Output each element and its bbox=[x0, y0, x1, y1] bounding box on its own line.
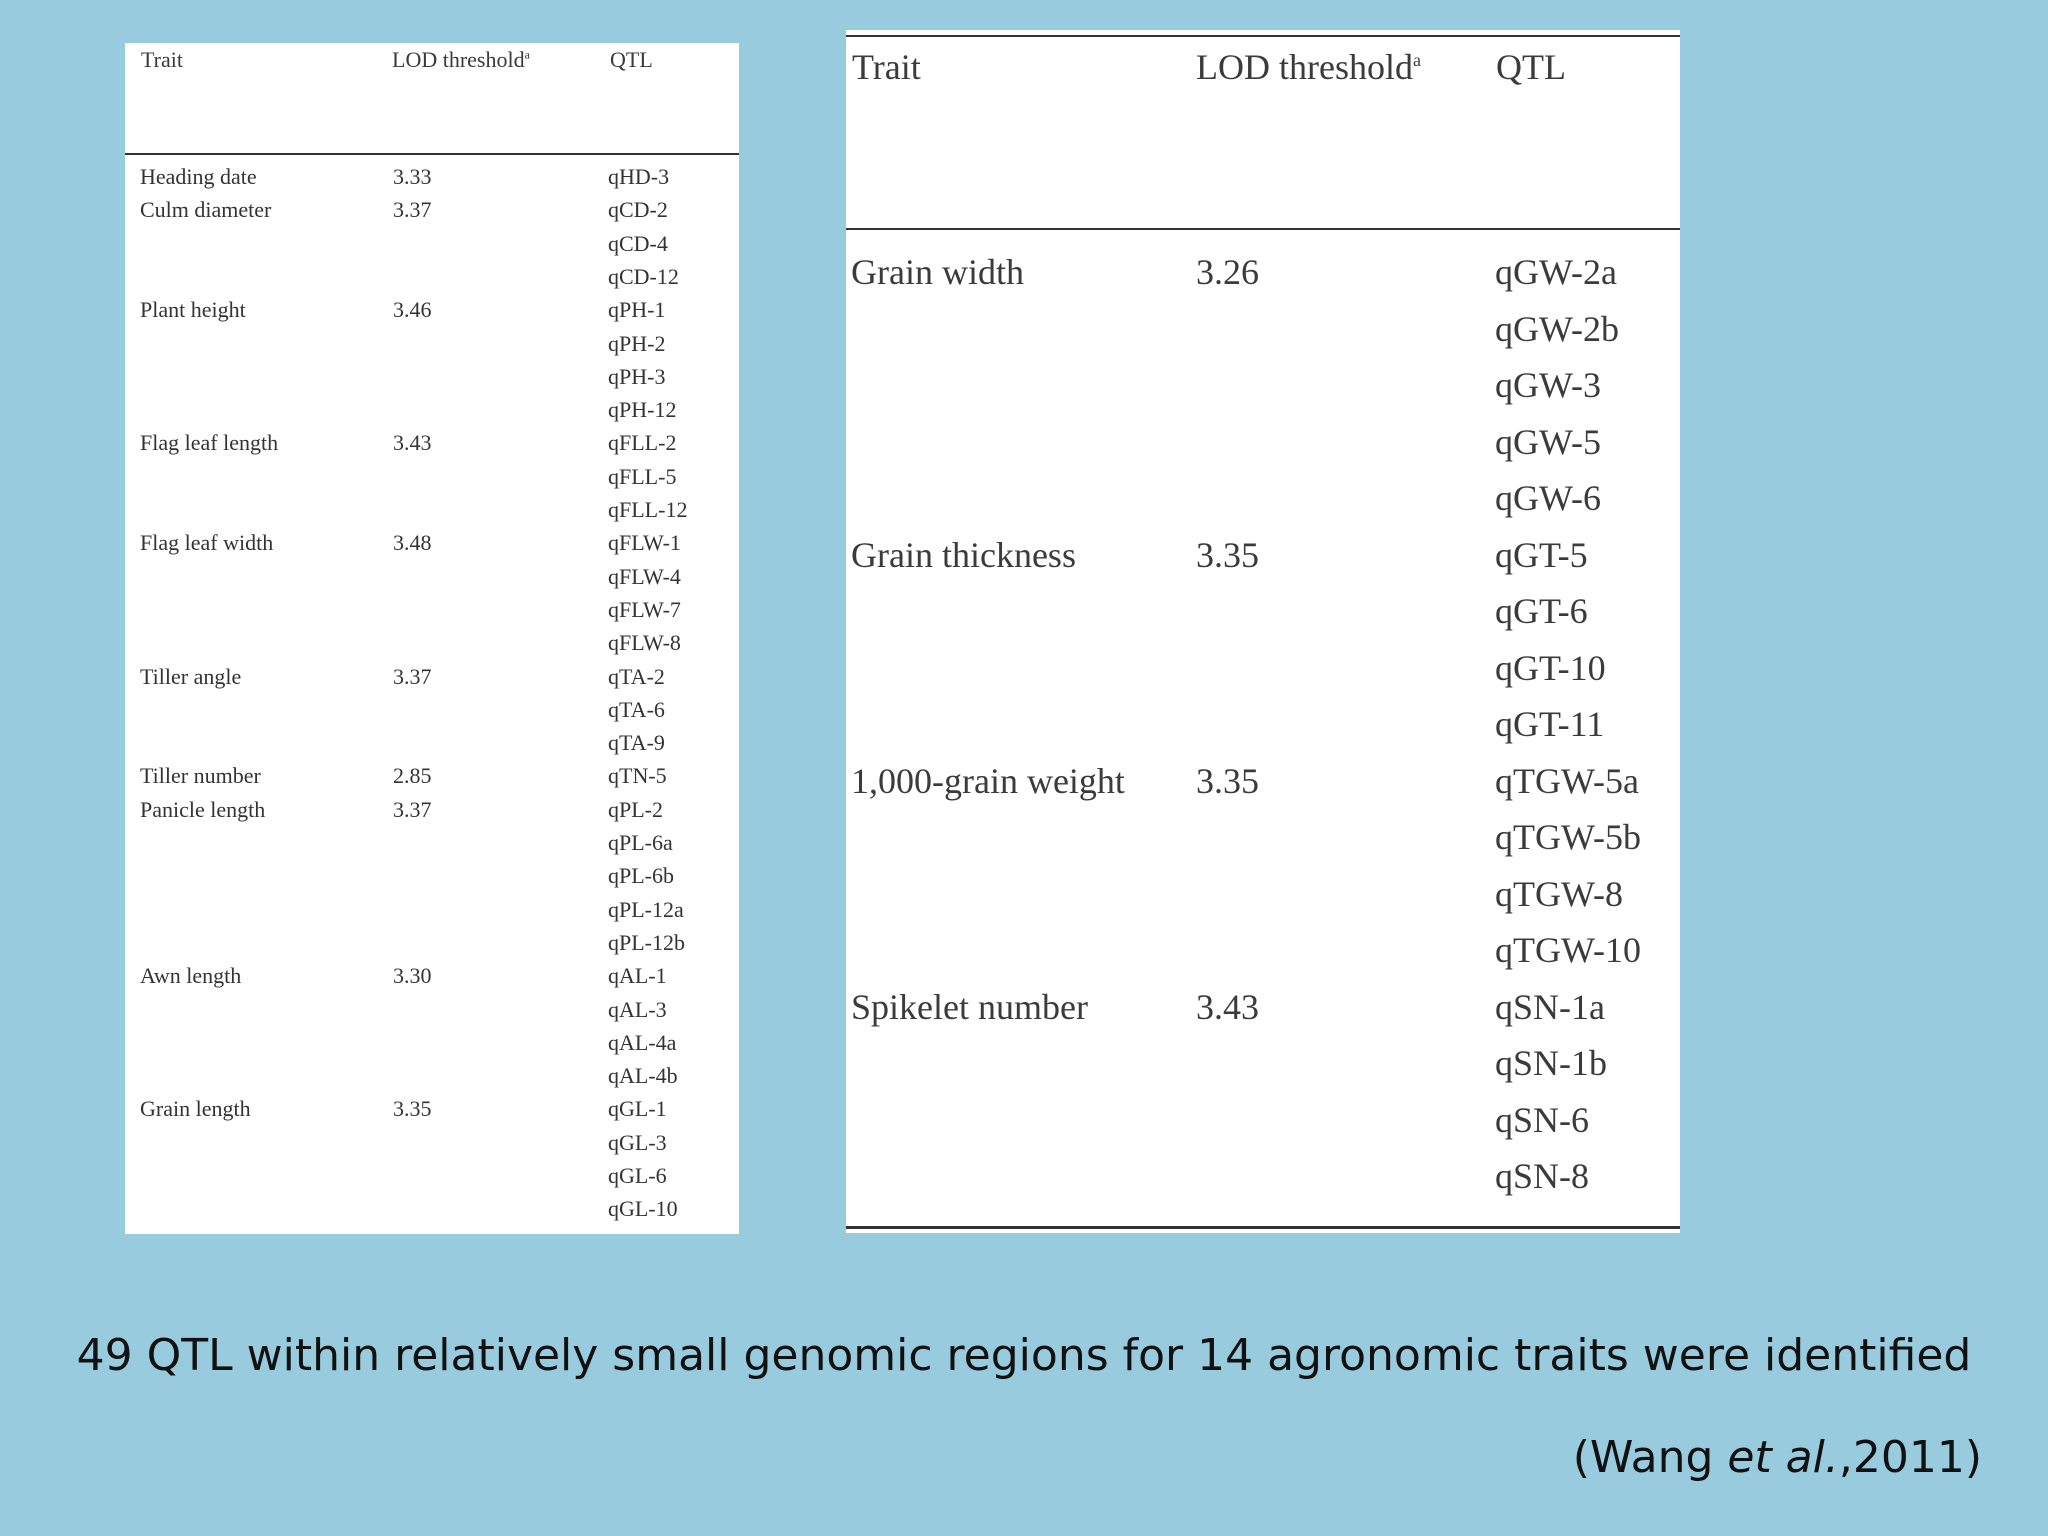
qtl-cell: qGW-6 bbox=[1495, 478, 1601, 518]
qtl-cell: qCD-4 bbox=[608, 230, 668, 256]
trait-cell: Plant height bbox=[140, 297, 246, 323]
qtl-cell: qPH-2 bbox=[608, 330, 666, 356]
qtl-cell: qAL-4b bbox=[608, 1063, 678, 1089]
qtl-cell: qTA-9 bbox=[608, 730, 665, 756]
trait-cell: Flag leaf length bbox=[140, 430, 279, 456]
qtl-cell: qAL-3 bbox=[608, 996, 667, 1022]
qtl-cell: qGL-3 bbox=[608, 1129, 667, 1155]
qtl-cell: qFLL-12 bbox=[608, 497, 688, 522]
qtl-cell: qGW-2b bbox=[1495, 308, 1619, 349]
qtl-header: QTL bbox=[610, 47, 653, 72]
qtl-cell: qSN-1a bbox=[1495, 986, 1605, 1027]
qtl-cell: qCD-2 bbox=[608, 197, 668, 223]
lod-cell: 3.46 bbox=[393, 297, 432, 323]
lod-cell: 2.85 bbox=[393, 763, 432, 789]
qtl-cell: qSN-8 bbox=[1495, 1156, 1590, 1196]
citation: (Wang et al.,2011) bbox=[1572, 1432, 1982, 1483]
lod-header: LOD thresholda bbox=[1196, 47, 1421, 87]
lod-cell: 3.26 bbox=[1196, 252, 1259, 292]
trait-cell: 1,000-grain weight bbox=[851, 760, 1125, 801]
left-qtl-table: Trait LOD thresholda QTL Heading date 3.3… bbox=[125, 43, 739, 1234]
qtl-header: QTL bbox=[1496, 47, 1566, 87]
qtl-cell: qPH-3 bbox=[608, 363, 666, 389]
right-qtl-table: Trait LOD thresholda QTL Grain width 3.26… bbox=[846, 30, 1680, 1233]
qtl-cell: qGW-5 bbox=[1495, 421, 1601, 462]
qtl-cell: qPL-6a bbox=[608, 830, 673, 855]
trait-cell: Spikelet number bbox=[851, 986, 1088, 1027]
qtl-cell: qTA-6 bbox=[608, 696, 665, 722]
lod-cell: 3.37 bbox=[393, 197, 432, 223]
lod-cell: 3.30 bbox=[393, 963, 432, 989]
lod-cell: 3.33 bbox=[393, 164, 432, 189]
lod-cell: 3.35 bbox=[1196, 534, 1259, 575]
qtl-cell: qTGW-5a bbox=[1495, 760, 1639, 801]
top-rule bbox=[846, 35, 1680, 37]
lod-cell: 3.37 bbox=[393, 663, 432, 689]
lod-header: LOD thresholda bbox=[392, 47, 530, 72]
header-rule bbox=[846, 228, 1680, 230]
qtl-cell: qFLW-7 bbox=[608, 596, 681, 622]
lod-cell: 3.35 bbox=[393, 1096, 432, 1122]
trait-header: Trait bbox=[852, 47, 921, 87]
qtl-cell: qTN-5 bbox=[608, 763, 667, 789]
qtl-cell: qGT-6 bbox=[1495, 591, 1588, 631]
trait-cell: Tiller angle bbox=[140, 663, 242, 689]
qtl-cell: qPL-2 bbox=[608, 796, 663, 822]
slide-caption: 49 QTL within relatively small genomic r… bbox=[76, 1330, 1972, 1381]
qtl-cell: qPL-12a bbox=[608, 896, 684, 922]
lod-cell: 3.43 bbox=[393, 430, 432, 456]
qtl-cell: qSN-6 bbox=[1495, 1099, 1590, 1140]
lod-cell: 3.48 bbox=[393, 530, 432, 556]
qtl-cell: qPL-12b bbox=[608, 929, 685, 955]
qtl-cell: qTGW-8 bbox=[1495, 873, 1623, 914]
trait-cell: Panicle length bbox=[140, 796, 266, 822]
trait-cell: Flag leaf width bbox=[140, 530, 274, 556]
trait-cell: Grain length bbox=[140, 1096, 251, 1122]
trait-cell: Tiller number bbox=[140, 763, 261, 789]
qtl-cell: qFLL-2 bbox=[608, 430, 677, 456]
trait-cell: Grain thickness bbox=[851, 534, 1076, 575]
qtl-cell: qPH-12 bbox=[608, 397, 677, 423]
qtl-cell: qPH-1 bbox=[608, 297, 666, 323]
qtl-cell: qCD-12 bbox=[608, 263, 679, 289]
qtl-cell: qSN-1b bbox=[1495, 1043, 1608, 1083]
qtl-cell: qTGW-10 bbox=[1495, 930, 1641, 970]
trait-cell: Heading date bbox=[140, 164, 257, 189]
qtl-cell: qGW-2a bbox=[1495, 252, 1617, 292]
qtl-cell: qGL-6 bbox=[608, 1163, 667, 1188]
qtl-cell: qPL-6b bbox=[608, 863, 674, 889]
header-rule bbox=[125, 153, 739, 155]
qtl-cell: qGT-5 bbox=[1495, 534, 1588, 575]
qtl-cell: qGT-11 bbox=[1495, 704, 1605, 744]
qtl-cell: qGT-10 bbox=[1495, 647, 1606, 688]
bottom-rule bbox=[846, 1226, 1680, 1229]
trait-header: Trait bbox=[141, 47, 183, 72]
qtl-cell: qHD-3 bbox=[608, 164, 670, 189]
qtl-cell: qFLW-1 bbox=[608, 530, 681, 556]
trait-cell: Awn length bbox=[140, 963, 242, 989]
lod-cell: 3.35 bbox=[1196, 760, 1259, 801]
qtl-cell: qTGW-5b bbox=[1495, 817, 1641, 857]
trait-cell: Grain width bbox=[851, 252, 1024, 292]
qtl-cell: qGL-1 bbox=[608, 1096, 667, 1122]
qtl-cell: qGL-10 bbox=[608, 1196, 678, 1222]
qtl-cell: qFLW-4 bbox=[608, 563, 681, 589]
qtl-cell: qFLL-5 bbox=[608, 463, 677, 489]
lod-cell: 3.37 bbox=[393, 796, 432, 822]
trait-cell: Culm diameter bbox=[140, 197, 272, 223]
qtl-cell: qTA-2 bbox=[608, 663, 665, 689]
qtl-cell: qFLW-8 bbox=[608, 630, 681, 656]
lod-cell: 3.43 bbox=[1196, 986, 1259, 1027]
qtl-cell: qAL-4a bbox=[608, 1029, 677, 1055]
qtl-cell: qGW-3 bbox=[1495, 365, 1601, 405]
qtl-cell: qAL-1 bbox=[608, 963, 667, 989]
